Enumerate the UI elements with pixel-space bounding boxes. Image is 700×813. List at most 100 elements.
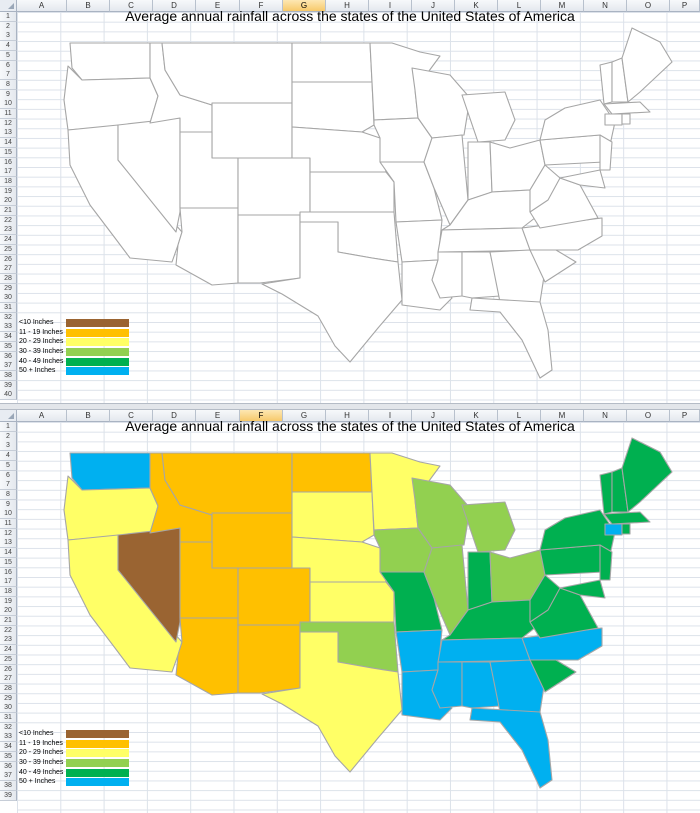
row-header-31[interactable]: 31 — [0, 303, 17, 313]
column-header-l[interactable]: L — [498, 0, 541, 12]
row-header-11[interactable]: 11 — [0, 109, 17, 119]
row-header-34[interactable]: 34 — [0, 742, 17, 753]
state-sd[interactable] — [291, 81, 375, 133]
row-header-9[interactable]: 9 — [0, 499, 17, 510]
column-header-m[interactable]: M — [541, 410, 584, 422]
state-md[interactable] — [559, 579, 606, 599]
pane-splitter[interactable] — [0, 403, 700, 410]
row-header-15[interactable]: 15 — [0, 147, 17, 158]
row-header-9[interactable]: 9 — [0, 89, 17, 100]
map-title[interactable]: Average annual rainfall across the state… — [125, 8, 575, 24]
column-header-f[interactable]: F — [240, 410, 283, 422]
row-header-17[interactable]: 17 — [0, 577, 17, 588]
state-tx[interactable] — [261, 631, 403, 773]
column-header-d[interactable]: D — [153, 0, 196, 12]
state-mi[interactable] — [461, 91, 516, 143]
column-header-n[interactable]: N — [584, 410, 627, 422]
row-header-5[interactable]: 5 — [0, 460, 17, 471]
column-header-d[interactable]: D — [153, 410, 196, 422]
row-header-28[interactable]: 28 — [0, 273, 17, 284]
row-header-18[interactable]: 18 — [0, 586, 17, 597]
state-ma[interactable] — [603, 511, 651, 525]
row-header-20[interactable]: 20 — [0, 196, 17, 207]
state-ri[interactable] — [621, 113, 631, 125]
state-wa[interactable] — [69, 452, 151, 491]
row-header-37[interactable]: 37 — [0, 771, 17, 782]
row-header-26[interactable]: 26 — [0, 664, 17, 675]
row-header-39[interactable]: 39 — [0, 790, 17, 801]
state-wy[interactable] — [211, 102, 293, 159]
row-header-35[interactable]: 35 — [0, 751, 17, 762]
column-header-k[interactable]: K — [455, 0, 498, 12]
state-wy[interactable] — [211, 512, 293, 569]
state-ks[interactable] — [309, 171, 395, 213]
state-nd[interactable] — [291, 452, 373, 493]
row-header-5[interactable]: 5 — [0, 50, 17, 61]
state-ga[interactable] — [489, 249, 546, 303]
state-sd[interactable] — [291, 491, 375, 543]
state-az[interactable] — [175, 207, 239, 286]
column-header-k[interactable]: K — [455, 410, 498, 422]
state-me[interactable] — [621, 437, 673, 513]
select-all-corner[interactable] — [0, 0, 17, 12]
row-header-38[interactable]: 38 — [0, 370, 17, 381]
row-header-30[interactable]: 30 — [0, 703, 17, 714]
state-md[interactable] — [559, 169, 606, 189]
column-header-a[interactable]: A — [17, 0, 67, 12]
row-header-7[interactable]: 7 — [0, 480, 17, 491]
column-header-b[interactable]: B — [67, 0, 110, 12]
row-header-35[interactable]: 35 — [0, 341, 17, 352]
state-vt[interactable] — [599, 471, 613, 515]
column-header-c[interactable]: C — [110, 0, 153, 12]
row-header-36[interactable]: 36 — [0, 761, 17, 772]
row-header-31[interactable]: 31 — [0, 713, 17, 723]
column-header-e[interactable]: E — [196, 0, 240, 12]
row-header-2[interactable]: 2 — [0, 21, 17, 32]
state-nm[interactable] — [237, 624, 301, 694]
column-header-o[interactable]: O — [627, 0, 670, 12]
row-header-17[interactable]: 17 — [0, 167, 17, 178]
state-ar[interactable] — [395, 629, 443, 673]
state-co[interactable] — [237, 567, 311, 626]
row-header-25[interactable]: 25 — [0, 244, 17, 255]
column-header-a[interactable]: A — [17, 410, 67, 422]
row-header-14[interactable]: 14 — [0, 548, 17, 559]
state-ma[interactable] — [603, 101, 651, 115]
row-header-6[interactable]: 6 — [0, 470, 17, 481]
column-header-c[interactable]: C — [110, 410, 153, 422]
map-title[interactable]: Average annual rainfall across the state… — [125, 418, 575, 434]
row-header-2[interactable]: 2 — [0, 431, 17, 442]
row-header-26[interactable]: 26 — [0, 254, 17, 265]
row-header-33[interactable]: 33 — [0, 732, 17, 743]
state-fl[interactable] — [469, 707, 553, 789]
row-header-23[interactable]: 23 — [0, 635, 17, 646]
row-header-4[interactable]: 4 — [0, 451, 17, 462]
row-header-3[interactable]: 3 — [0, 441, 17, 452]
row-header-13[interactable]: 13 — [0, 128, 17, 139]
row-header-24[interactable]: 24 — [0, 235, 17, 246]
row-header-20[interactable]: 20 — [0, 606, 17, 617]
state-me[interactable] — [621, 27, 673, 103]
row-header-15[interactable]: 15 — [0, 557, 17, 568]
row-header-19[interactable]: 19 — [0, 186, 17, 197]
row-header-13[interactable]: 13 — [0, 538, 17, 549]
state-wv[interactable] — [529, 574, 561, 623]
row-header-38[interactable]: 38 — [0, 780, 17, 791]
us-map-colored[interactable] — [0, 410, 700, 813]
state-nd[interactable] — [291, 42, 373, 83]
row-header-8[interactable]: 8 — [0, 489, 17, 500]
state-ct[interactable] — [604, 113, 623, 126]
select-all-corner[interactable] — [0, 410, 17, 422]
state-ct[interactable] — [604, 523, 623, 536]
state-in[interactable] — [467, 141, 493, 201]
column-header-j[interactable]: J — [412, 410, 455, 422]
state-ny[interactable] — [539, 509, 616, 556]
column-header-h[interactable]: H — [326, 0, 369, 12]
state-vt[interactable] — [599, 61, 613, 105]
row-header-34[interactable]: 34 — [0, 332, 17, 343]
column-header-n[interactable]: N — [584, 0, 627, 12]
row-header-37[interactable]: 37 — [0, 361, 17, 372]
row-header-16[interactable]: 16 — [0, 157, 17, 168]
state-mt[interactable] — [161, 452, 293, 516]
row-header-12[interactable]: 12 — [0, 528, 17, 539]
